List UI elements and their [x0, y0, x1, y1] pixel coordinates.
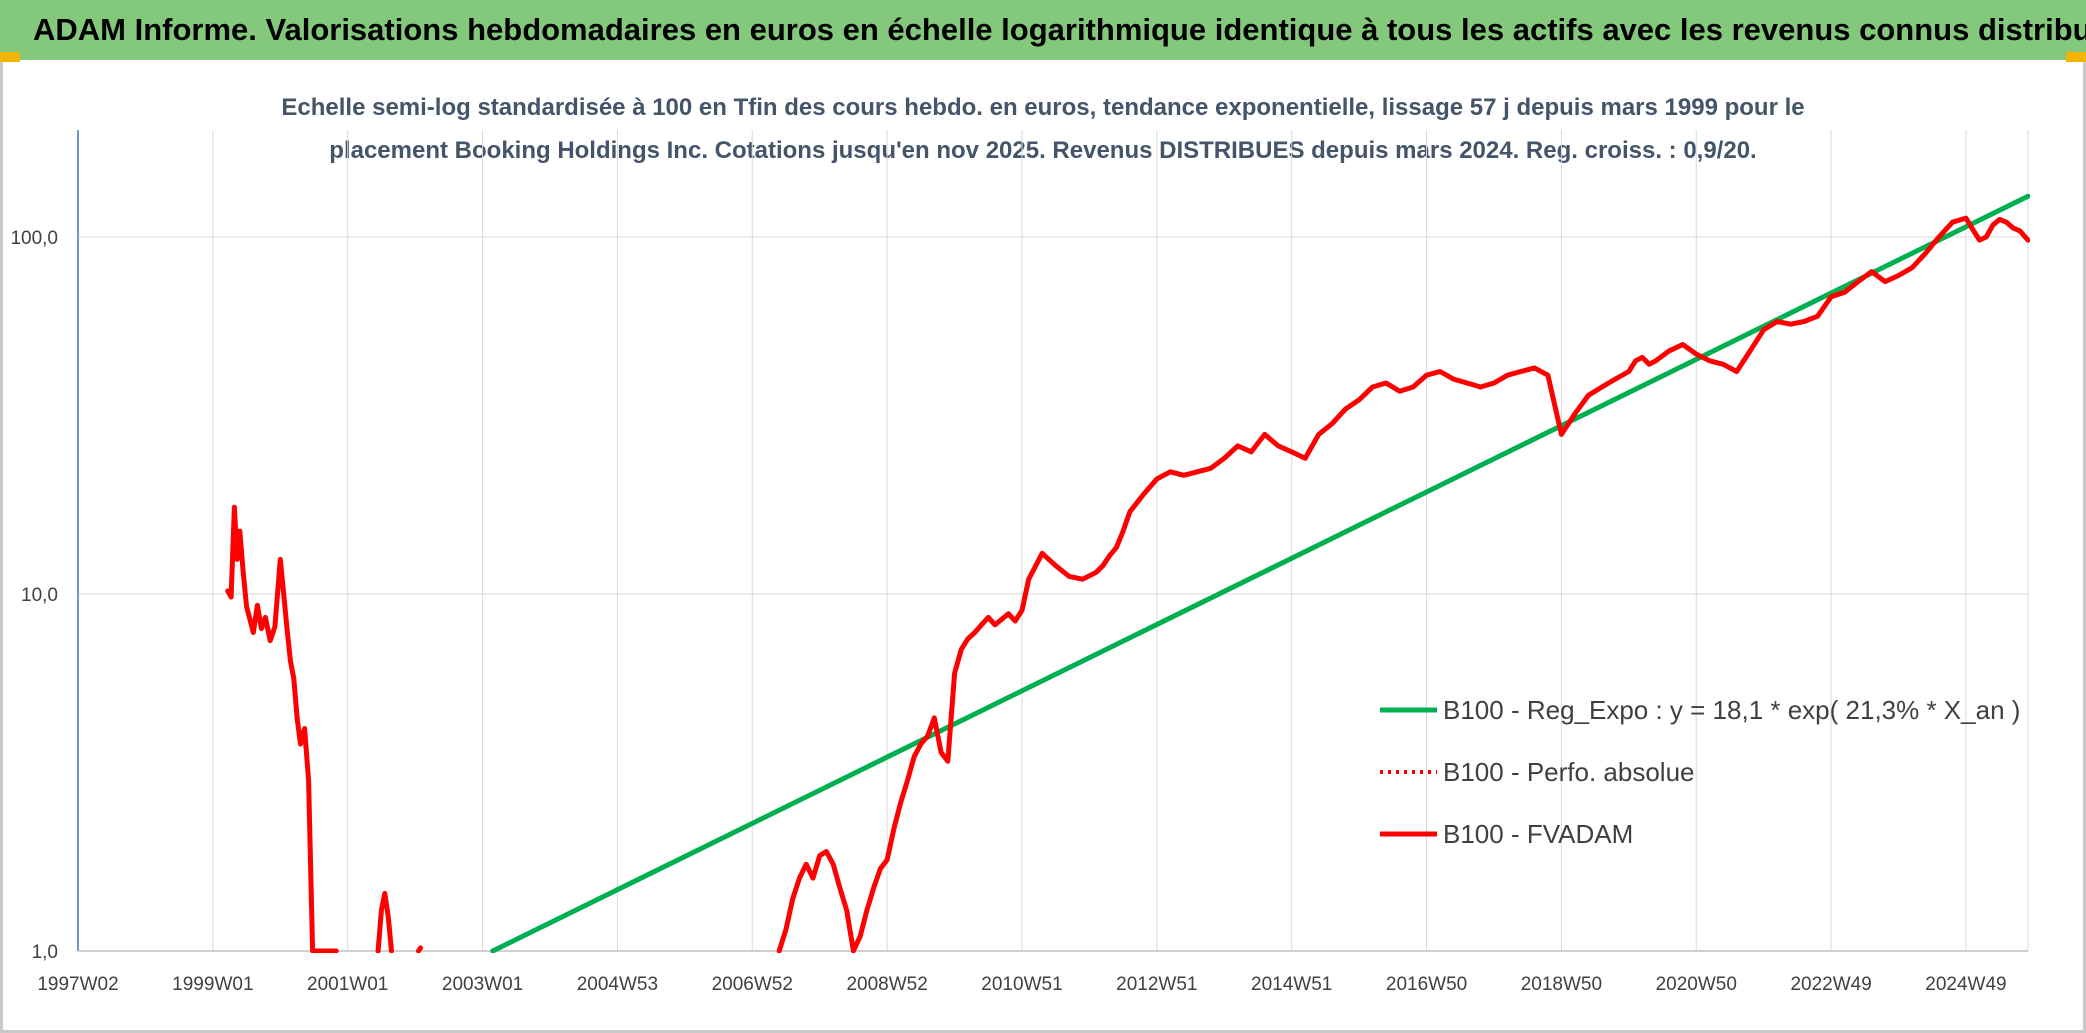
x-tick-label: 2018W50: [1521, 974, 1602, 995]
x-tick-label: 2020W50: [1656, 974, 1737, 995]
series-line-fvadam: [225, 504, 339, 953]
x-tick-label: 1999W01: [172, 974, 253, 995]
series-line-reg-expo: [490, 193, 2030, 953]
grid-layer: [78, 130, 2029, 951]
axes-layer: 100,0 10,0 1,0 1997W02 1999W01 2001W01 2003W01…: [10, 130, 2028, 995]
series-layer: [225, 193, 2030, 953]
x-tick-label: 2008W52: [846, 974, 927, 995]
x-tick-label: 2004W53: [577, 974, 658, 995]
corner-marker-right: [2066, 52, 2086, 62]
x-tick-label: 2001W01: [307, 974, 388, 995]
legend-label: B100 - Reg_Expo : y = 18,1 * exp( 21,3% …: [1443, 695, 2020, 725]
x-tick-label: 1997W02: [37, 974, 118, 995]
y-tick-label: 10,0: [21, 585, 58, 606]
x-tick-label: 2022W49: [1790, 974, 1871, 995]
legend-label: B100 - Perfo. absolue: [1443, 757, 1695, 787]
chart-subtitle: Echelle semi-log standardisée à 100 en T…: [281, 94, 1804, 164]
series-line-fvadam: [776, 215, 2030, 953]
y-tick-label: 1,0: [32, 942, 58, 963]
corner-marker-left: [0, 52, 20, 62]
report-title: ADAM Informe. Valorisations hebdomadaire…: [33, 12, 2086, 47]
chart-subtitle-line-2: placement Booking Holdings Inc. Cotation…: [329, 137, 1756, 164]
x-tick-label: 2006W52: [712, 974, 793, 995]
x-tick-label: 2010W51: [981, 974, 1062, 995]
series-line-fvadam: [416, 945, 423, 953]
report-header: ADAM Informe. Valorisations hebdomadaire…: [0, 0, 2086, 60]
x-tick-label: 2003W01: [442, 974, 523, 995]
chart-frame: [0, 62, 2086, 1033]
x-tick-label: 2012W51: [1116, 974, 1197, 995]
x-tick-label: 2024W49: [1925, 974, 2006, 995]
x-tick-label: 2014W51: [1251, 974, 1332, 995]
legend-label: B100 - FVADAM: [1443, 819, 1633, 849]
series-line-fvadam: [375, 890, 394, 953]
chart-subtitle-line-1: Echelle semi-log standardisée à 100 en T…: [281, 94, 1804, 121]
y-tick-label: 100,0: [10, 228, 58, 249]
x-tick-label: 2016W50: [1386, 974, 1467, 995]
chart-legend: B100 - Reg_Expo : y = 18,1 * exp( 21,3% …: [1380, 695, 2020, 849]
